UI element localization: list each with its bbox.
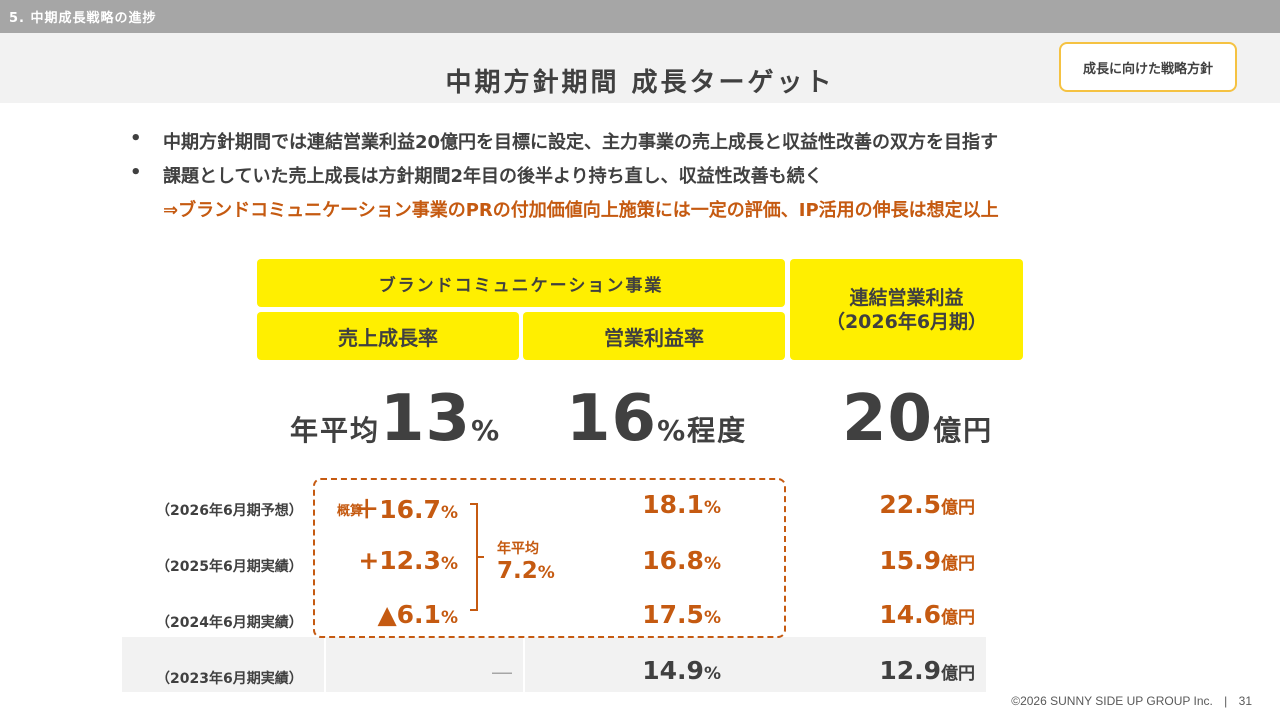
- op-value: 22.5: [879, 490, 941, 519]
- target-sales-growth: 年平均13%: [290, 382, 501, 456]
- division-header: ブランドコミュニケーション事業: [257, 259, 785, 307]
- target-margin-value: 16: [566, 382, 658, 456]
- bullet-text: 課題としていた売上成長は方針期間2年目の後半より持ち直し、収益性改善も続く: [163, 166, 823, 187]
- growth-value: ＋16.7: [354, 495, 441, 524]
- margin-unit: %: [703, 608, 721, 628]
- op-value: 14.6: [879, 600, 941, 629]
- margin-fy2024: 17.5%: [642, 600, 721, 629]
- column-divider: [324, 637, 326, 692]
- margin-value: 18.1: [642, 490, 704, 519]
- page-title: 中期方針期間 成長ターゲット: [445, 68, 835, 98]
- target-sales-prefix: 年平均: [290, 414, 381, 447]
- margin-unit: %: [703, 664, 721, 684]
- target-sales-value: 13: [380, 382, 472, 456]
- row-label-fy2024: （2024年6月期実績）: [156, 615, 303, 631]
- average-unit: %: [537, 563, 555, 583]
- average-number: 7.2: [497, 558, 538, 584]
- section-header-bar: 5. 中期成長戦略の進捗: [0, 0, 1280, 33]
- footer: ©2026 SUNNY SIDE UP GROUP Inc. | 31: [1011, 694, 1252, 708]
- consolidated-op-period: （2026年6月期）: [825, 310, 988, 333]
- bullet-subnote-text: ⇒ブランドコミュニケーション事業のPRの付加価値向上施策には一定の評価、IP活用…: [163, 200, 999, 221]
- op-fy2024: 14.6億円: [879, 600, 975, 629]
- target-op-value: 20: [842, 382, 934, 456]
- growth-value: ▲6.1: [377, 600, 441, 629]
- target-sales-unit: %: [471, 414, 502, 447]
- op-margin-header: 営業利益率: [523, 312, 785, 360]
- growth-fy2026: ＋16.7%: [354, 490, 458, 526]
- growth-unit: %: [440, 608, 458, 628]
- margin-fy2025: 16.8%: [642, 546, 721, 575]
- row-label-fy2026: （2026年6月期予想）: [156, 503, 303, 519]
- consolidated-op-header: 連結営業利益 （2026年6月期）: [790, 259, 1023, 360]
- op-fy2026: 22.5億円: [879, 490, 975, 519]
- target-margin-unit: %程度: [657, 414, 748, 447]
- row-label-fy2023: （2023年6月期実績）: [156, 671, 303, 687]
- growth-fy2024: ▲6.1%: [377, 600, 458, 629]
- margin-value: 16.8: [642, 546, 704, 575]
- row-label-fy2025: （2025年6月期実績）: [156, 559, 303, 575]
- growth-fy2025: +12.3%: [358, 546, 458, 575]
- margin-unit: %: [703, 554, 721, 574]
- growth-value: +12.3: [358, 546, 441, 575]
- average-bracket-tick: [478, 556, 484, 558]
- average-label: 年平均: [497, 541, 539, 557]
- margin-unit: %: [703, 498, 721, 518]
- target-consolidated-op: 20億円: [842, 382, 993, 456]
- division-results-frame: [313, 478, 786, 638]
- consolidated-op-title: 連結営業利益: [849, 286, 964, 309]
- fy2023-row-band: [122, 637, 986, 692]
- op-fy2023: 12.9億円: [879, 656, 975, 685]
- bullet-dot: •: [130, 162, 142, 183]
- column-divider: [523, 637, 525, 692]
- op-unit: 億円: [941, 608, 975, 628]
- sales-growth-header: 売上成長率: [257, 312, 519, 360]
- copyright-text: ©2026 SUNNY SIDE UP GROUP Inc.: [1011, 694, 1213, 708]
- margin-value: 14.9: [642, 656, 704, 685]
- op-fy2025: 15.9億円: [879, 546, 975, 575]
- target-op-margin: 16%程度: [566, 382, 747, 456]
- op-unit: 億円: [941, 554, 975, 574]
- strategy-policy-button[interactable]: 成長に向けた戦略方針: [1059, 42, 1237, 92]
- average-value: 7.2%: [497, 558, 555, 584]
- footer-separator: |: [1224, 694, 1228, 708]
- op-unit: 億円: [941, 498, 975, 518]
- page-number: 31: [1238, 694, 1252, 708]
- bullet-text: 中期方針期間では連結営業利益20億円を目標に設定、主力事業の売上成長と収益性改善…: [163, 132, 999, 153]
- op-value: 15.9: [879, 546, 941, 575]
- margin-value: 17.5: [642, 600, 704, 629]
- average-bracket: [470, 503, 478, 611]
- op-value: 12.9: [879, 656, 941, 685]
- bullet-dot: •: [130, 128, 142, 149]
- margin-fy2023: 14.9%: [642, 656, 721, 685]
- margin-fy2026: 18.1%: [642, 490, 721, 519]
- growth-unit: %: [440, 503, 458, 523]
- growth-unit: %: [440, 554, 458, 574]
- growth-fy2023-none: ―: [492, 660, 512, 684]
- target-op-unit: 億円: [933, 414, 994, 447]
- estimate-label: 概算: [337, 504, 364, 519]
- op-unit: 億円: [941, 664, 975, 684]
- section-label: 5. 中期成長戦略の進捗: [9, 11, 157, 26]
